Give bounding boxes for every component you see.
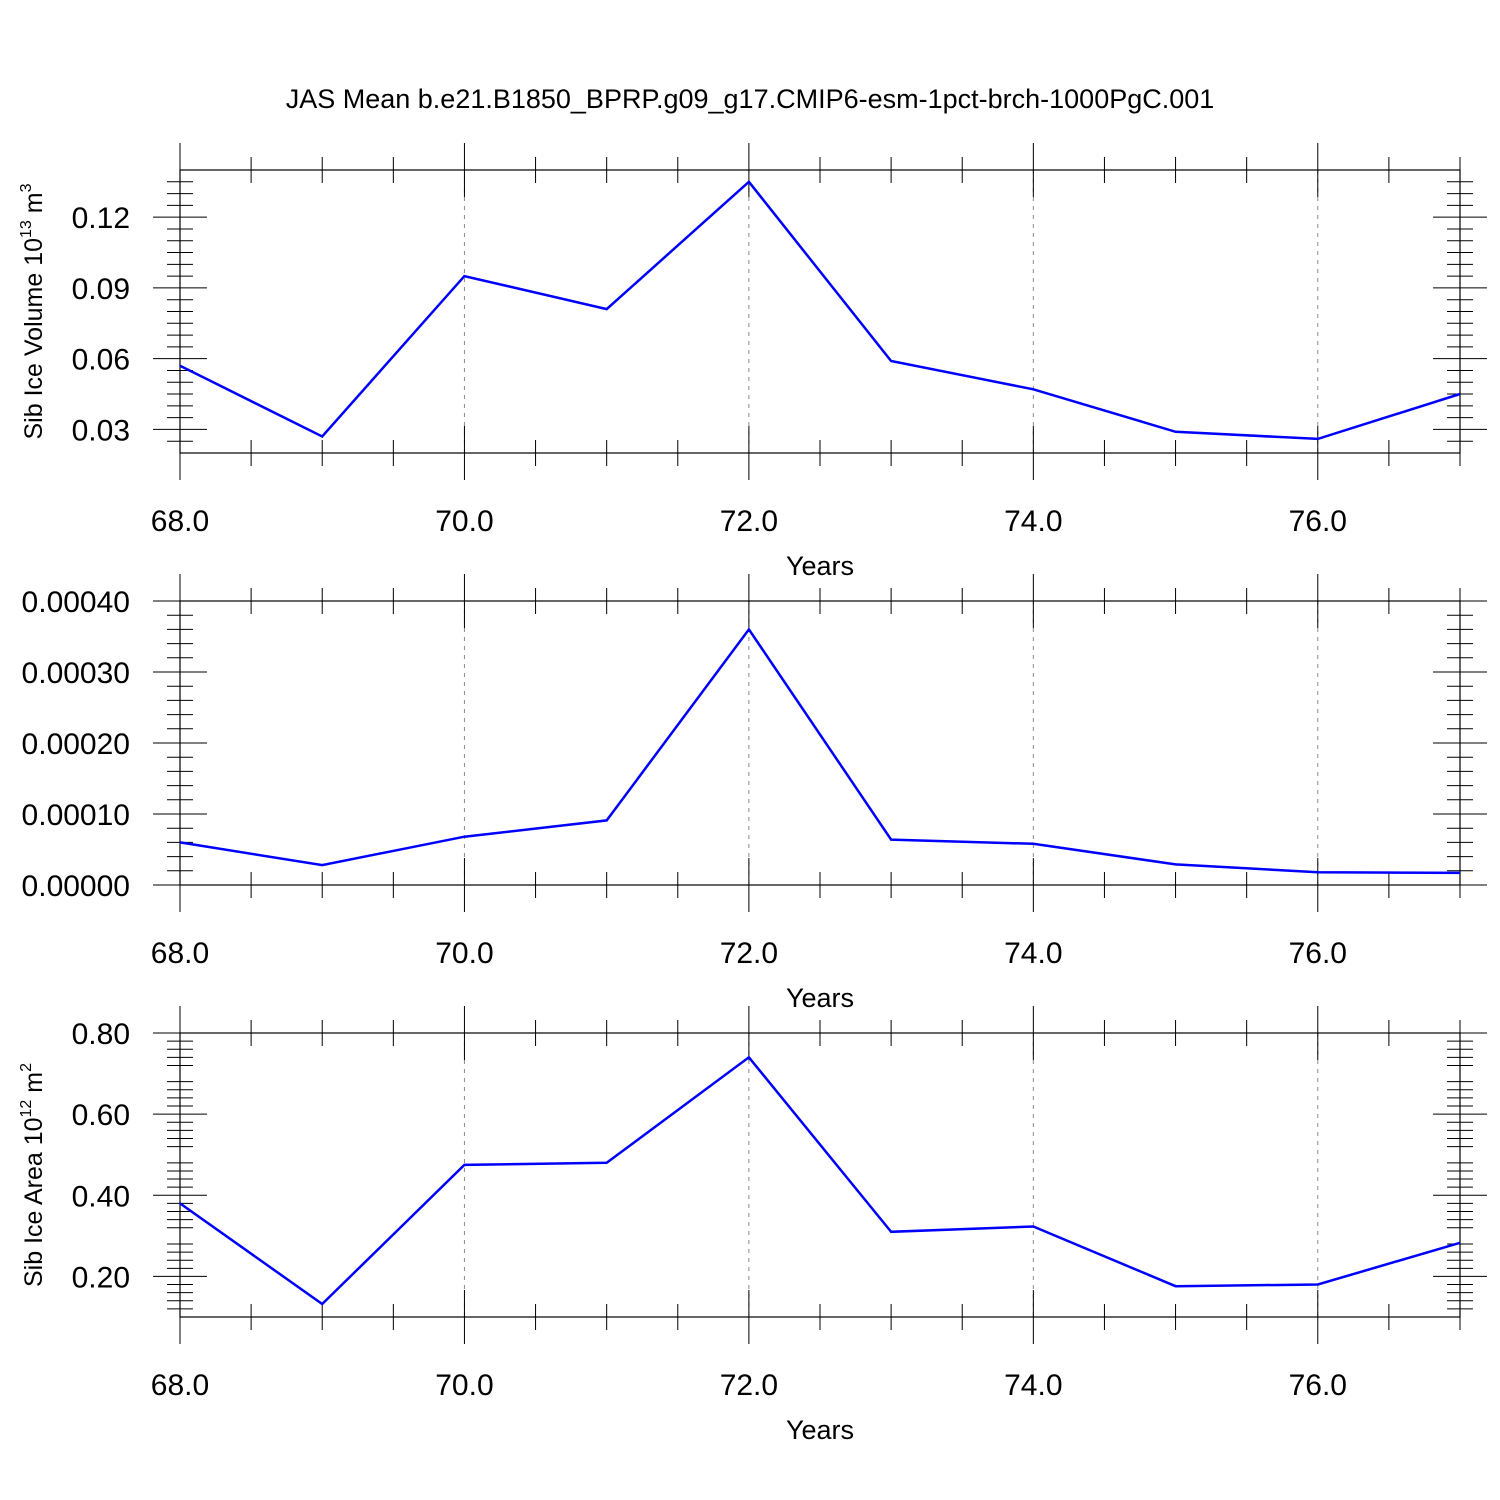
series-line (179, 179, 1461, 441)
x-tick-label: 68.0 (151, 505, 209, 538)
x-tick-label: 72.0 (720, 505, 778, 538)
y-tick-label: 0.60 (72, 1099, 130, 1132)
y-tick-label: 0.00030 (22, 657, 130, 690)
x-tick-label: 74.0 (1004, 937, 1062, 970)
chart-title: JAS Mean b.e21.B1850_BPRP.g09_g17.CMIP6-… (286, 84, 1215, 114)
y-tick-label: 0.06 (72, 344, 130, 377)
x-tick-label: 74.0 (1004, 1369, 1062, 1402)
x-axis-title: Years (786, 1415, 854, 1445)
x-tick-label: 76.0 (1289, 937, 1347, 970)
x-tick-label: 76.0 (1289, 1369, 1347, 1402)
y-tick-label: 0.00020 (22, 728, 130, 761)
x-tick-label: 70.0 (435, 505, 493, 538)
x-tick-label: 70.0 (435, 937, 493, 970)
x-tick-label: 74.0 (1004, 505, 1062, 538)
y-tick-label: 0.12 (72, 202, 130, 235)
y-axis-title: Sib Ice Area 1012 m2 (18, 1063, 48, 1287)
x-tick-label: 68.0 (151, 937, 209, 970)
series-line (179, 627, 1461, 875)
panels: 68.0 70.0 72.0 74.0 76.0 0.03 0.06 0.09 0.12 Year… (18, 143, 1487, 1445)
y-tick-label: 0.03 (72, 414, 130, 447)
y-axis-title: Sib Ice Volume 1013 m3 (18, 183, 48, 439)
panel-3: 68.0 70.0 72.0 74.0 76.0 0.20 0.40 0.60 0.80 Year… (18, 1006, 1487, 1445)
x-axis-title: Years (786, 983, 854, 1013)
series-line (179, 1055, 1461, 1306)
y-tick-label: 0.00040 (22, 586, 130, 619)
x-tick-label: 72.0 (720, 1369, 778, 1402)
x-tick-label: 68.0 (151, 1369, 209, 1402)
y-tick-label: 0.09 (72, 273, 130, 306)
y-tick-label: 0.00000 (22, 870, 130, 903)
y-tick-label: 0.80 (72, 1018, 130, 1051)
y-tick-label: 0.20 (72, 1261, 130, 1294)
y-tick-label: 0.40 (72, 1180, 130, 1213)
panel-1: 68.0 70.0 72.0 74.0 76.0 0.03 0.06 0.09 0.12 Year… (18, 143, 1487, 581)
x-axis-title: Years (786, 551, 854, 581)
x-tick-label: 72.0 (720, 937, 778, 970)
x-tick-label: 76.0 (1289, 505, 1347, 538)
panel-2: 68.0 70.0 72.0 74.0 76.0 0.00000 0.00010 0.0002… (22, 574, 1487, 1013)
x-tick-label: 70.0 (435, 1369, 493, 1402)
y-tick-label: 0.00010 (22, 799, 130, 832)
